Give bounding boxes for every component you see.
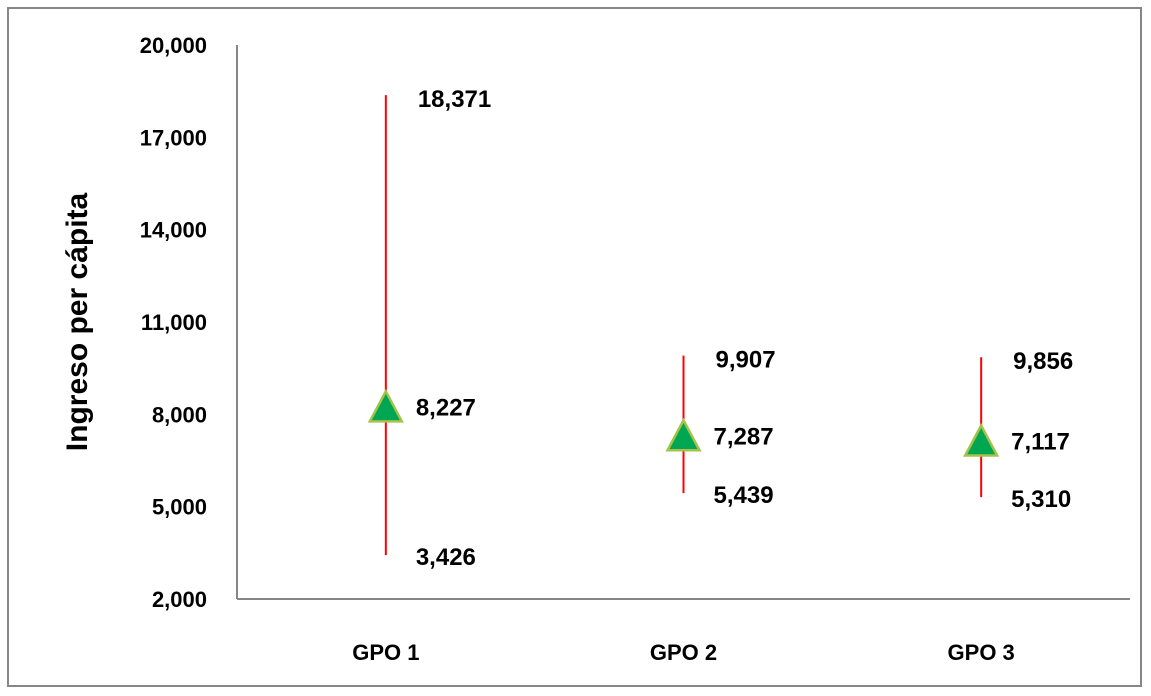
- y-axis-label: Ingreso per cápita: [61, 192, 94, 451]
- x-category-label: GPO 3: [948, 640, 1015, 665]
- x-category-label: GPO 1: [352, 640, 419, 665]
- y-tick-label: 17,000: [140, 125, 207, 150]
- x-category-label: GPO 2: [650, 640, 717, 665]
- low-value-label: 3,426: [416, 544, 476, 571]
- high-value-label: 18,371: [418, 86, 491, 113]
- y-tick-label: 11,000: [141, 310, 207, 335]
- chart-frame: [7, 7, 1142, 687]
- low-value-label: 5,439: [714, 482, 774, 509]
- y-tick-label: 20,000: [140, 33, 207, 58]
- mean-value-label: 7,117: [1011, 429, 1070, 456]
- high-value-label: 9,907: [716, 347, 776, 374]
- mean-marker: [367, 388, 404, 423]
- high-value-label: 9,856: [1013, 348, 1073, 375]
- x-category-labels: GPO 1 GPO 2 GPO 3: [352, 640, 1015, 665]
- y-tick-labels: 2,000 5,000 8,000 11,000 14,000 17,000 20,000: [140, 33, 207, 612]
- low-value-label: 5,310: [1011, 486, 1071, 513]
- mean-marker: [665, 417, 702, 452]
- mean-value-label: 7,287: [714, 423, 774, 450]
- mean-marker: [963, 422, 1000, 457]
- y-tick-label: 14,000: [140, 218, 207, 243]
- y-tick-label: 8,000: [152, 402, 207, 427]
- y-tick-label: 2,000: [152, 587, 207, 612]
- plot-marks: 18,371 8,227 3,426 9,907 7,287 5,439 9,856 7,11…: [367, 86, 1073, 571]
- y-tick-label: 5,000: [152, 495, 207, 520]
- mean-value-label: 8,227: [416, 394, 476, 421]
